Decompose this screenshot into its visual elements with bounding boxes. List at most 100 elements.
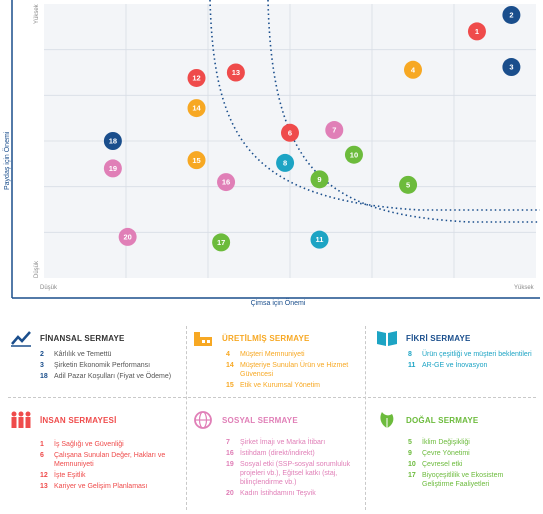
- point-label-2: 2: [509, 11, 513, 20]
- point-label-14: 14: [192, 104, 201, 113]
- globe-icon: [192, 410, 214, 430]
- item-number: 6: [40, 451, 54, 469]
- point-label-1: 1: [475, 27, 479, 36]
- point-label-13: 13: [232, 68, 240, 77]
- fikri-items: 8 Ürün çeşitliği ve müşteri beklentileri …: [408, 350, 533, 372]
- item-label: Şirket İmajı ve Marka İtibarı: [240, 438, 354, 447]
- point-label-19: 19: [109, 164, 117, 173]
- point-label-5: 5: [406, 180, 410, 189]
- dogal-items: 5 İklim Değişikliği 9 Çevre Yönetimi 10 Çev…: [408, 438, 536, 491]
- chart-trend-icon: [10, 328, 32, 348]
- uretilmis-items: 4 Müşteri Memnuniyeti 14 Müşteriye Sunulan…: [226, 350, 356, 392]
- item-number: 8: [408, 350, 422, 359]
- item-label: Kariyer ve Gelişim Planlaması: [54, 482, 180, 491]
- item-label: Çalışana Sunulan Değer, Hakları ve Memnu…: [54, 451, 180, 469]
- item-label: Ürün çeşitliği ve müşteri beklentileri: [422, 350, 533, 359]
- item-number: 15: [226, 381, 240, 390]
- point-label-8: 8: [283, 159, 287, 168]
- item-label: Biyoçeşitlilik ve Ekosistem Geliştirme F…: [422, 471, 536, 489]
- book-icon: [376, 328, 398, 348]
- item-number: 9: [408, 449, 422, 458]
- list-item: 15 Etik ve Kurumsal Yönetim: [226, 381, 356, 390]
- point-label-15: 15: [192, 156, 200, 165]
- fikri-title: FİKRİ SERMAYE: [406, 334, 471, 343]
- sosyal-section-header: SOSYAL SERMAYE: [192, 410, 298, 430]
- point-label-20: 20: [123, 233, 131, 242]
- item-label: Etik ve Kurumsal Yönetim: [240, 381, 356, 390]
- item-label: Çevre Yönetimi: [422, 449, 536, 458]
- x-low-label: Düşük: [40, 285, 58, 291]
- finansal-items: 2 Kârlılık ve Temettü 3 Şirketin Ekonomik …: [40, 350, 180, 383]
- list-item: 20 Kadın İstihdamını Teşvik: [226, 489, 354, 498]
- sosyal-items: 7 Şirket İmajı ve Marka İtibarı 16 İstihda…: [226, 438, 354, 500]
- item-label: İstihdam (direkt/indirekt): [240, 449, 354, 458]
- point-label-10: 10: [350, 150, 358, 159]
- dogal-section-header: DOĞAL SERMAYE: [376, 410, 478, 430]
- list-item: 16 İstihdam (direkt/indirekt): [226, 449, 354, 458]
- item-label: Adil Pazar Koşulları (Fiyat ve Ödeme): [54, 372, 180, 381]
- item-label: İklim Değişikliği: [422, 438, 536, 447]
- list-item: 8 Ürün çeşitliği ve müşteri beklentileri: [408, 350, 533, 359]
- x-axis-title: Çimsa için Önemi: [251, 299, 306, 307]
- list-item: 13 Kariyer ve Gelişim Planlaması: [40, 482, 180, 491]
- item-number: 7: [226, 438, 240, 447]
- point-label-16: 16: [222, 178, 230, 187]
- item-number: 2: [40, 350, 54, 359]
- finansal-section-header: FİNANSAL SERMAYE: [10, 328, 125, 348]
- item-label: Şirketin Ekonomik Performansı: [54, 361, 180, 370]
- point-label-9: 9: [317, 175, 321, 184]
- list-item: 19 Sosyal etki (SSP-sosyal sorumluluk pro…: [226, 460, 354, 487]
- item-number: 5: [408, 438, 422, 447]
- uretilmis-section-header: ÜRETİLMİŞ SERMAYE: [192, 328, 310, 348]
- list-item: 17 Biyoçeşitlilik ve Ekosistem Geliştirme…: [408, 471, 536, 489]
- factory-icon: [192, 328, 214, 348]
- item-number: 10: [408, 460, 422, 469]
- item-number: 3: [40, 361, 54, 370]
- uretilmis-title: ÜRETİLMİŞ SERMAYE: [222, 334, 310, 343]
- list-item: 12 İşte Eşitlik: [40, 471, 180, 480]
- item-number: 11: [408, 361, 422, 370]
- list-item: 7 Şirket İmajı ve Marka İtibarı: [226, 438, 354, 447]
- list-item: 3 Şirketin Ekonomik Performansı: [40, 361, 180, 370]
- list-item: 4 Müşteri Memnuniyeti: [226, 350, 356, 359]
- item-number: 1: [40, 440, 54, 449]
- item-label: Sosyal etki (SSP-sosyal sorumluluk proje…: [240, 460, 354, 487]
- list-item: 2 Kârlılık ve Temettü: [40, 350, 180, 359]
- item-number: 18: [40, 372, 54, 381]
- list-item: 14 Müşteriye Sunulan Ürün ve Hizmet Güven…: [226, 361, 356, 379]
- sosyal-title: SOSYAL SERMAYE: [222, 416, 298, 425]
- finansal-title: FİNANSAL SERMAYE: [40, 334, 125, 343]
- list-item: 10 Çevresel etki: [408, 460, 536, 469]
- item-number: 14: [226, 361, 240, 379]
- item-number: 20: [226, 489, 240, 498]
- item-label: İşte Eşitlik: [54, 471, 180, 480]
- legend-divider-horizontal: [8, 397, 536, 398]
- y-low-label: Düşük: [34, 260, 40, 278]
- point-label-7: 7: [332, 126, 336, 135]
- insan-items: 1 İş Sağlığı ve Güvenliği 6 Çalışana Sunul…: [40, 440, 180, 493]
- insan-title: İNSAN SERMAYESİ: [40, 416, 117, 425]
- y-axis-title: Paydaş için Önemi: [3, 131, 11, 190]
- item-number: 4: [226, 350, 240, 359]
- list-item: 5 İklim Değişikliği: [408, 438, 536, 447]
- leaf-icon: [376, 410, 398, 430]
- people-icon: [10, 410, 32, 430]
- y-high-label: Yüksek: [34, 3, 40, 24]
- list-item: 1 İş Sağlığı ve Güvenliği: [40, 440, 180, 449]
- item-label: Çevresel etki: [422, 460, 536, 469]
- item-label: Kârlılık ve Temettü: [54, 350, 180, 359]
- item-number: 13: [40, 482, 54, 491]
- point-label-12: 12: [192, 74, 200, 83]
- item-label: Müşteriye Sunulan Ürün ve Hizmet Güvence…: [240, 361, 356, 379]
- legend-divider-left: [186, 326, 187, 510]
- point-label-3: 3: [509, 63, 513, 72]
- list-item: 9 Çevre Yönetimi: [408, 449, 536, 458]
- point-label-18: 18: [109, 137, 117, 146]
- list-item: 6 Çalışana Sunulan Değer, Hakları ve Memn…: [40, 451, 180, 469]
- x-high-label: Yüksek: [514, 285, 535, 291]
- item-label: Kadın İstihdamını Teşvik: [240, 489, 354, 498]
- item-label: AR-GE ve İnovasyon: [422, 361, 533, 370]
- item-number: 16: [226, 449, 240, 458]
- point-label-17: 17: [217, 238, 225, 247]
- item-label: İş Sağlığı ve Güvenliği: [54, 440, 180, 449]
